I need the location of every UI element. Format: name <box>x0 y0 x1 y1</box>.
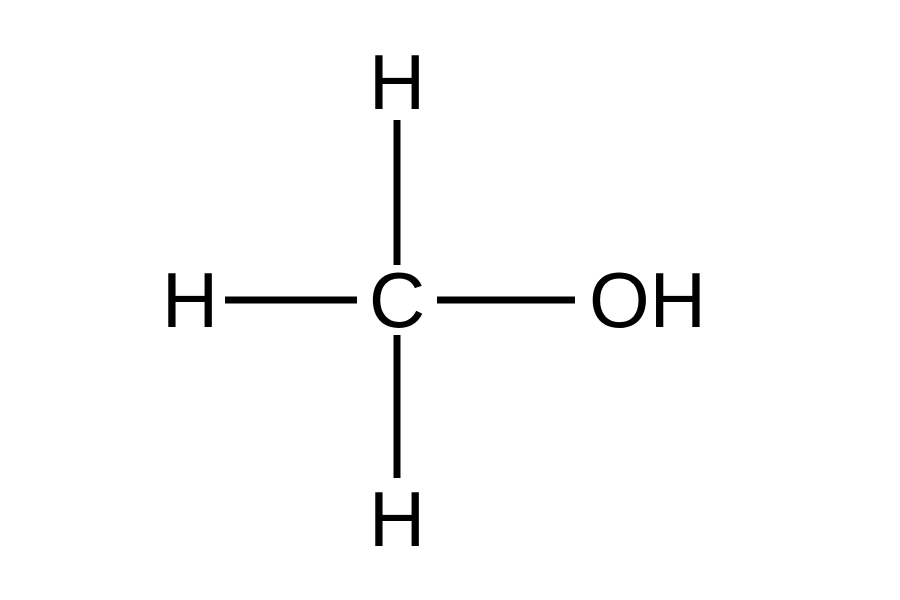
atom-H_bottom: H <box>369 475 425 563</box>
atom-C: C <box>369 256 425 344</box>
atom-H_left: H <box>162 256 218 344</box>
atom-OH: OH <box>589 256 706 344</box>
atom-H_top: H <box>369 38 425 126</box>
molecule-diagram: C H H H OH <box>0 0 900 600</box>
